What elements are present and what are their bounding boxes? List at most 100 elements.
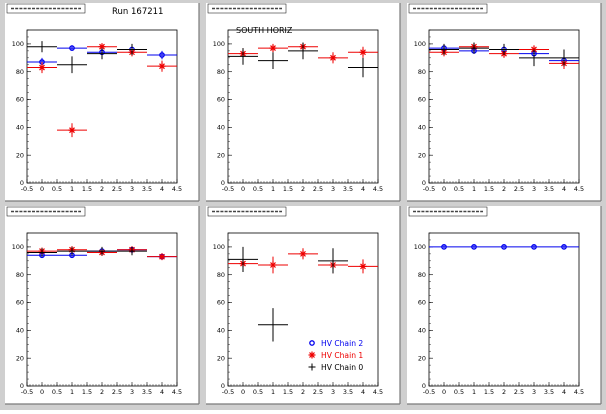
region-label: SOUTH HORIZ: [236, 26, 293, 35]
star-marker-d: [270, 45, 276, 52]
x-tick-label: 2.5: [112, 388, 122, 396]
x-tick-label: 3: [532, 185, 536, 193]
hv-chain-0-point: [258, 52, 288, 69]
x-tick-label: 2: [502, 388, 506, 396]
hv-chain-1-point: [87, 43, 117, 51]
legend-label: HV Chain 1: [321, 351, 363, 360]
y-tick-label: 80: [16, 271, 24, 279]
circle-marker: [471, 244, 477, 250]
x-tick-label: 1.5: [484, 185, 494, 193]
x-tick-label: 3.5: [142, 185, 152, 193]
y-tick-label: 60: [16, 96, 24, 104]
circle-marker: [531, 244, 537, 250]
legend-star-icon-d: [309, 352, 315, 358]
y-tick-label: 20: [16, 151, 24, 159]
hv-chain-2-point: [147, 50, 177, 60]
y-tick-label: 20: [418, 354, 426, 362]
y-tick-label: 40: [418, 327, 426, 335]
y-tick-label: 60: [217, 299, 225, 307]
hv-chain-0-point: [348, 57, 378, 78]
x-tick-label: 0.5: [454, 388, 464, 396]
y-tick-label: 60: [217, 96, 225, 104]
star-marker-d: [69, 127, 75, 134]
x-tick-label: 2: [100, 185, 104, 193]
hv-chain-0-point: [87, 246, 117, 256]
y-tick-label: 100: [213, 40, 225, 48]
hv-chain-1-point: [147, 60, 177, 72]
circle-marker: [561, 244, 567, 250]
hv-chain-0-point: [519, 49, 549, 67]
x-tick-label: 2: [301, 388, 305, 396]
pad-face: [407, 206, 601, 404]
hv-chain-1-point: [318, 52, 348, 64]
x-tick-label: 4.5: [373, 388, 383, 396]
star-marker-d: [300, 250, 306, 257]
star-marker-d: [99, 43, 105, 50]
hv-chain-1-point: [258, 256, 288, 274]
x-tick-label: 2.5: [514, 388, 524, 396]
x-tick-label: 1.5: [82, 388, 92, 396]
circle-marker: [441, 244, 447, 250]
y-tick-label: 100: [213, 243, 225, 251]
hv-chain-0-point: [117, 246, 147, 256]
x-tick-label: 3.5: [544, 185, 554, 193]
x-tick-label: 1: [70, 388, 74, 396]
y-tick-label: 0: [20, 382, 24, 390]
legend-entry: HV Chain 1: [308, 351, 363, 360]
x-tick-label: 0: [40, 388, 44, 396]
hv-chain-0-point: [429, 43, 459, 56]
x-tick-label: 3.5: [142, 388, 152, 396]
y-tick-label: 20: [217, 151, 225, 159]
star-marker-d: [270, 262, 276, 268]
x-tick-label: 1.5: [283, 388, 293, 396]
y-tick-label: 100: [414, 243, 426, 251]
x-tick-label: 2.5: [112, 185, 122, 193]
x-tick-label: 4: [361, 185, 365, 193]
x-tick-label: 1: [271, 388, 275, 396]
x-tick-label: 0.5: [253, 185, 263, 193]
legend-entry: HV Chain 2: [309, 339, 363, 348]
y-tick-label: 20: [418, 151, 426, 159]
hv-chain-1-point: [348, 46, 378, 58]
hv-chain-0-point: [489, 43, 519, 56]
x-tick-label: 0: [442, 185, 446, 193]
x-tick-label: 4.5: [373, 185, 383, 193]
y-tick-label: 0: [422, 382, 426, 390]
x-tick-label: 2.5: [313, 388, 323, 396]
x-tick-label: 4: [562, 185, 566, 193]
x-tick-label: 3: [130, 388, 134, 396]
x-tick-label: 1: [472, 185, 476, 193]
x-tick-label: 2.5: [514, 185, 524, 193]
hv-chain-1-point: [288, 248, 318, 260]
x-tick-label: 1: [271, 185, 275, 193]
hv-chain-0-point: [57, 246, 87, 256]
x-tick-label: 2: [100, 388, 104, 396]
hv-chain-0-point: [57, 56, 87, 74]
x-tick-label: 3: [331, 185, 335, 193]
y-tick-label: 60: [16, 299, 24, 307]
x-tick-label: 3: [331, 388, 335, 396]
x-tick-label: 4.5: [574, 388, 584, 396]
hv-chain-0-point: [549, 49, 579, 67]
y-tick-label: 100: [414, 40, 426, 48]
y-tick-label: 0: [221, 382, 225, 390]
hv-chain-0-point: [288, 42, 318, 60]
hv-chain-1-point: [57, 123, 87, 138]
x-tick-label: 3: [532, 388, 536, 396]
circle-marker: [501, 244, 507, 250]
x-tick-label: 1.5: [82, 185, 92, 193]
x-tick-label: -0.5: [423, 388, 435, 396]
x-tick-label: 4: [160, 388, 164, 396]
pad-face: [5, 3, 199, 201]
x-tick-label: 0: [40, 185, 44, 193]
x-tick-label: 0.5: [52, 185, 62, 193]
x-tick-label: 1: [70, 185, 74, 193]
x-tick-label: 4.5: [172, 185, 182, 193]
legend-entry: HV Chain 0: [308, 363, 363, 372]
y-tick-label: 60: [418, 299, 426, 307]
